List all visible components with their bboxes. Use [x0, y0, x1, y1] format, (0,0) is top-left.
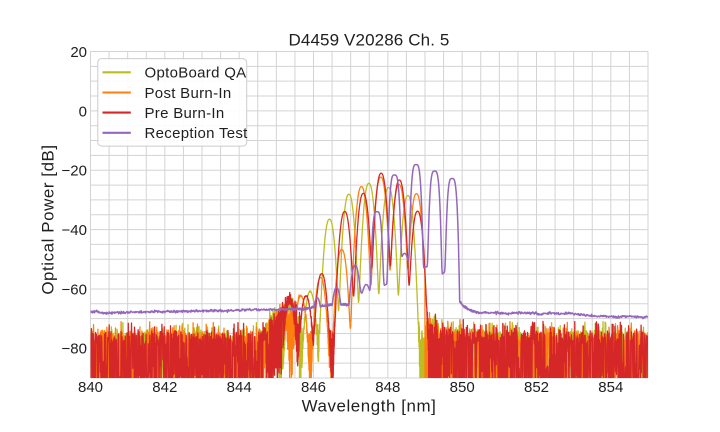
- svg-text:Optical Power [dB]: Optical Power [dB]: [39, 144, 58, 294]
- svg-text:20: 20: [70, 44, 87, 61]
- svg-text:0: 0: [79, 103, 87, 120]
- svg-text:−40: −40: [62, 222, 87, 239]
- svg-text:840: 840: [78, 379, 103, 396]
- svg-text:854: 854: [598, 379, 623, 396]
- svg-text:848: 848: [375, 379, 400, 396]
- svg-text:−60: −60: [62, 281, 87, 298]
- svg-text:Post Burn-In: Post Burn-In: [145, 85, 232, 102]
- svg-text:Wavelength [nm]: Wavelength [nm]: [302, 397, 437, 416]
- svg-text:OptoBoard QA: OptoBoard QA: [145, 65, 247, 82]
- svg-text:Pre Burn-In: Pre Burn-In: [145, 105, 225, 122]
- svg-text:842: 842: [152, 379, 177, 396]
- svg-text:846: 846: [301, 379, 326, 396]
- svg-text:Reception Test: Reception Test: [145, 125, 249, 142]
- svg-text:844: 844: [227, 379, 252, 396]
- svg-text:D4459 V20286 Ch. 5: D4459 V20286 Ch. 5: [289, 31, 450, 50]
- svg-text:852: 852: [524, 379, 549, 396]
- svg-text:−80: −80: [62, 341, 87, 358]
- svg-text:850: 850: [450, 379, 475, 396]
- svg-text:−20: −20: [62, 163, 87, 180]
